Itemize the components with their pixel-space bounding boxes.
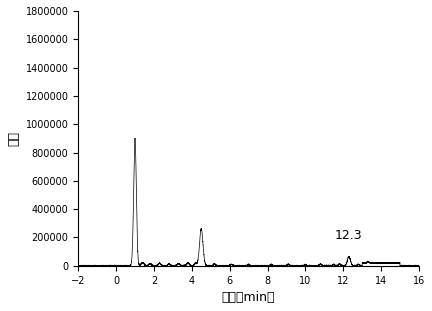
Y-axis label: 丰度: 丰度	[7, 131, 20, 146]
Text: 12.3: 12.3	[335, 229, 363, 242]
X-axis label: 时间（min）: 时间（min）	[222, 291, 275, 304]
